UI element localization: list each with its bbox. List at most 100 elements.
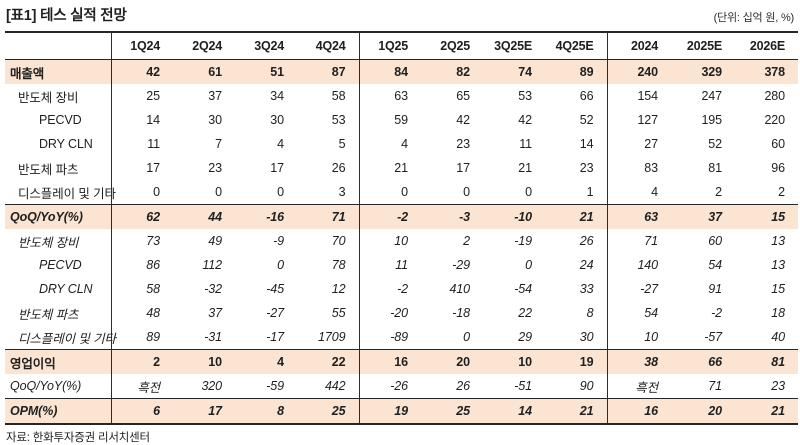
- row-label: 반도체 장비: [5, 84, 112, 108]
- column-header: 3Q25E: [483, 32, 545, 60]
- cell: 4: [651, 185, 658, 199]
- column-header: 2Q24: [173, 32, 235, 60]
- cell: 10: [394, 234, 408, 248]
- cell: -27: [640, 282, 658, 296]
- cell: 흑전: [137, 380, 160, 395]
- cell: 247: [701, 89, 722, 103]
- row-label: 영업이익: [5, 349, 112, 374]
- cell: -3: [421, 204, 483, 229]
- cell: 112: [202, 258, 222, 272]
- table-row: QoQ/YoY(%) 흑전 320 -59 442 -26 26 -51 90 흑전 71 23: [5, 374, 798, 399]
- cell: 17: [173, 398, 235, 424]
- cell: 195: [701, 113, 722, 127]
- cell: 3: [297, 180, 360, 205]
- cell: 19: [359, 398, 421, 424]
- cell: 16: [359, 349, 421, 374]
- cell: 10: [644, 330, 658, 344]
- cell: 33: [545, 277, 608, 301]
- cell: 15: [771, 282, 785, 296]
- table-row: DRY CLN 11 7 4 5 4 23 11 14 27 52 60: [5, 132, 798, 156]
- cell: 71: [297, 204, 360, 229]
- cell: 20: [421, 349, 483, 374]
- cell: 30: [208, 113, 222, 127]
- row-label: 매출액: [5, 59, 112, 84]
- cell: -89: [390, 330, 408, 344]
- cell: 74: [518, 65, 532, 79]
- cell: 6: [111, 398, 173, 424]
- cell: 59: [394, 113, 408, 127]
- cell: 21: [545, 204, 608, 229]
- cell: 0: [463, 330, 470, 344]
- row-label: 디스플레이 및 기타: [5, 180, 116, 205]
- column-header: 2026E: [735, 32, 798, 60]
- row-label: DRY CLN: [5, 132, 112, 156]
- cell: 53: [518, 89, 532, 103]
- cell: 2: [463, 234, 470, 248]
- cell: 89: [146, 330, 160, 344]
- column-header: 2025E: [671, 32, 735, 60]
- cell: 14: [146, 113, 160, 127]
- cell: 20: [671, 398, 735, 424]
- cell: 13: [771, 258, 785, 272]
- cell: -20: [390, 306, 408, 320]
- cell: 91: [708, 282, 722, 296]
- cell: 18: [771, 306, 785, 320]
- cell: 11: [519, 137, 532, 151]
- table-title: [표1] 테스 실적 전망: [6, 8, 127, 24]
- cell: 51: [270, 65, 284, 79]
- row-label: 반도체 장비: [5, 229, 112, 253]
- cell: 37: [671, 204, 735, 229]
- cell: 58: [297, 84, 360, 108]
- cell: 13: [771, 234, 785, 248]
- cell: 52: [545, 108, 608, 132]
- cell: 81: [735, 349, 798, 374]
- cell: 38: [607, 349, 671, 374]
- cell: 320: [201, 379, 222, 393]
- cell: 7: [215, 137, 222, 151]
- cell: 37: [208, 89, 222, 103]
- cell: 11: [395, 258, 408, 272]
- table-row: PECVD 14 30 30 53 59 42 42 52 127 195 220: [5, 108, 798, 132]
- cell: -59: [266, 379, 284, 393]
- cell: 42: [146, 65, 160, 79]
- cell: 81: [708, 161, 722, 175]
- cell: -27: [266, 306, 284, 320]
- cell: 42: [518, 113, 532, 127]
- cell: 40: [771, 330, 785, 344]
- cell: 83: [644, 161, 658, 175]
- row-label: 반도체 파츠: [5, 156, 112, 180]
- cell: 29: [518, 330, 532, 344]
- cell: 54: [708, 258, 722, 272]
- cell: 73: [146, 234, 160, 248]
- cell: 1: [545, 180, 608, 205]
- cell: 8: [235, 398, 297, 424]
- cell: 378: [764, 65, 785, 79]
- cell: 89: [545, 59, 608, 84]
- cell: 53: [297, 108, 360, 132]
- unit-note: (단위: 십억 원, %): [713, 12, 795, 24]
- cell: 63: [607, 204, 671, 229]
- cell: 78: [297, 253, 360, 277]
- cell: 23: [456, 137, 470, 151]
- cell: 280: [764, 89, 785, 103]
- cell: 0: [525, 258, 532, 272]
- cell: 17: [146, 161, 160, 175]
- cell: 96: [771, 161, 785, 175]
- cell: 60: [708, 234, 722, 248]
- cell: 86: [146, 258, 160, 272]
- row-label: 반도체 파츠: [5, 301, 112, 325]
- cell: 63: [394, 89, 408, 103]
- cell: 60: [771, 137, 785, 151]
- cell: 70: [297, 229, 360, 253]
- cell: 90: [545, 374, 608, 399]
- column-header: 4Q25E: [545, 32, 608, 60]
- cell: 11: [147, 137, 160, 151]
- table-row: 반도체 장비 25 37 34 58 63 65 53 66 154 247 280: [5, 84, 798, 108]
- table-row: 영업이익 2 10 4 22 16 20 10 19 38 66 81: [5, 349, 798, 374]
- table-header-bar: [표1] 테스 실적 전망 (단위: 십억 원, %): [6, 5, 794, 25]
- cell: 0: [525, 185, 532, 199]
- cell: 23: [208, 161, 222, 175]
- cell: -19: [514, 234, 532, 248]
- cell: 30: [270, 113, 284, 127]
- cell: -9: [273, 234, 284, 248]
